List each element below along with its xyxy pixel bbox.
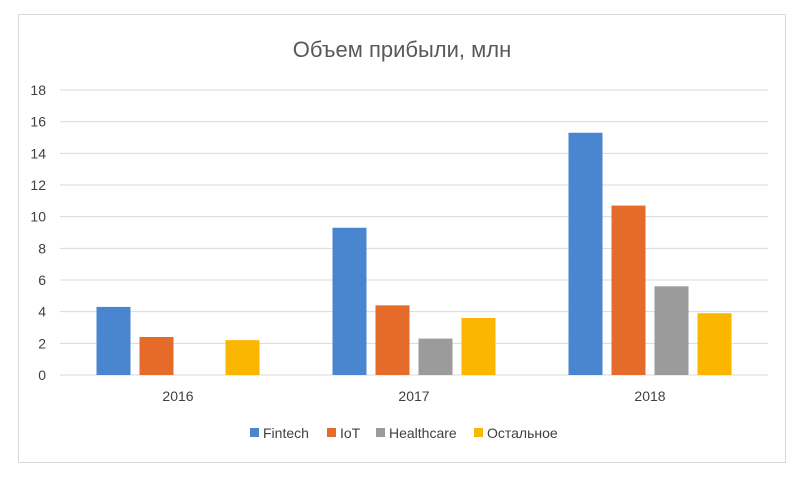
bar-остальное-2016: [225, 340, 260, 375]
bar-iot-2016: [139, 337, 174, 375]
y-tick-label: 2: [38, 335, 46, 351]
bars: [96, 132, 732, 375]
legend-label: Fintech: [263, 425, 309, 441]
y-tick-label: 8: [38, 240, 46, 256]
x-tick-label: 2016: [162, 388, 193, 404]
y-tick-label: 0: [38, 367, 46, 383]
y-tick-label: 10: [30, 209, 46, 225]
bar-fintech-2018: [568, 132, 603, 375]
x-axis-ticks: 2016 2017 2018: [162, 388, 665, 404]
bar-остальное-2018: [697, 313, 732, 375]
bar-healthcare-2018: [654, 286, 689, 375]
legend-label: Остальное: [487, 425, 558, 441]
x-tick-label: 2017: [398, 388, 429, 404]
bar-iot-2017: [375, 305, 410, 375]
y-tick-label: 18: [30, 82, 46, 98]
y-axis-ticks: 0 2 4 6 8 10 12 14 16 18: [30, 82, 46, 383]
y-tick-label: 4: [38, 304, 46, 320]
legend-label: IoT: [340, 425, 361, 441]
y-tick-label: 12: [30, 177, 46, 193]
chart-title: Объем прибыли, млн: [293, 37, 512, 62]
bar-iot-2018: [611, 205, 646, 375]
x-tick-label: 2018: [634, 388, 665, 404]
legend: Fintech IoT Healthcare Остальное: [250, 425, 558, 441]
legend-swatch-healthcare: [376, 428, 385, 437]
bar-fintech-2016: [96, 306, 131, 375]
legend-swatch-iot: [327, 428, 336, 437]
bar-остальное-2017: [461, 318, 496, 375]
legend-swatch-fintech: [250, 428, 259, 437]
y-tick-label: 6: [38, 272, 46, 288]
bar-healthcare-2017: [418, 338, 453, 375]
chart-frame: [18, 14, 786, 463]
legend-swatch-остальное: [474, 428, 483, 437]
y-tick-label: 14: [30, 145, 46, 161]
y-tick-label: 16: [30, 114, 46, 130]
legend-label: Healthcare: [389, 425, 457, 441]
bar-fintech-2017: [332, 227, 367, 375]
gridlines: [60, 89, 768, 376]
